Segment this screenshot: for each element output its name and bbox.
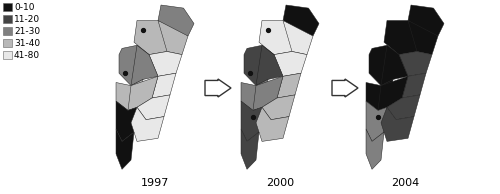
Text: 31-40: 31-40 [14, 38, 40, 48]
Polygon shape [134, 21, 173, 55]
Polygon shape [158, 5, 194, 36]
Bar [3, 39, 12, 47]
Polygon shape [283, 21, 313, 55]
Polygon shape [137, 95, 170, 120]
Polygon shape [244, 45, 274, 86]
Text: 21-30: 21-30 [14, 27, 40, 36]
Bar [3, 3, 12, 11]
Polygon shape [241, 101, 262, 141]
Polygon shape [131, 45, 158, 86]
Polygon shape [262, 95, 295, 120]
Polygon shape [402, 73, 426, 98]
Polygon shape [366, 79, 393, 110]
Polygon shape [259, 21, 298, 55]
Polygon shape [387, 95, 420, 120]
Polygon shape [408, 21, 438, 55]
Polygon shape [116, 79, 143, 110]
Polygon shape [241, 79, 268, 110]
Polygon shape [241, 129, 259, 169]
Polygon shape [408, 5, 444, 36]
Polygon shape [128, 76, 158, 110]
Text: 0-10: 0-10 [14, 3, 34, 11]
Polygon shape [378, 76, 408, 110]
Polygon shape [399, 51, 432, 76]
Bar [3, 15, 12, 23]
Polygon shape [384, 21, 423, 55]
Bar [3, 51, 12, 59]
Polygon shape [131, 107, 164, 141]
Polygon shape [381, 107, 414, 141]
Polygon shape [332, 79, 358, 97]
Polygon shape [149, 51, 182, 76]
Polygon shape [256, 107, 289, 141]
Polygon shape [256, 45, 283, 86]
Polygon shape [253, 76, 283, 110]
Text: 2000: 2000 [266, 178, 294, 188]
Text: 1997: 1997 [141, 178, 169, 188]
Polygon shape [119, 45, 149, 86]
Polygon shape [116, 129, 134, 169]
Polygon shape [366, 129, 384, 169]
Polygon shape [366, 101, 387, 141]
Polygon shape [205, 79, 231, 97]
Polygon shape [116, 101, 137, 141]
Text: 11-20: 11-20 [14, 15, 40, 23]
Polygon shape [381, 45, 408, 86]
Polygon shape [274, 51, 307, 76]
Polygon shape [369, 45, 399, 86]
Polygon shape [158, 21, 188, 55]
Polygon shape [152, 73, 176, 98]
Text: 41-80: 41-80 [14, 50, 40, 60]
Polygon shape [283, 5, 319, 36]
Polygon shape [277, 73, 301, 98]
Bar [3, 27, 12, 35]
Text: 2004: 2004 [391, 178, 419, 188]
